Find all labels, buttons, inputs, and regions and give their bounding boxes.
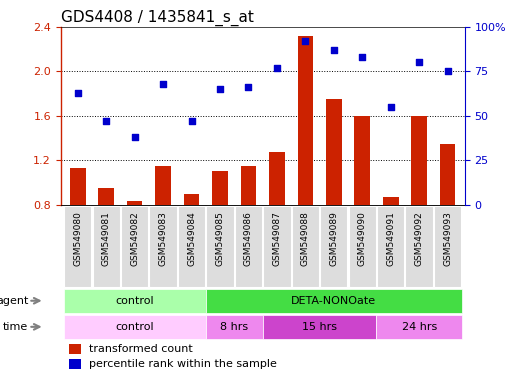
Bar: [440, 144, 455, 205]
Text: GSM549081: GSM549081: [102, 211, 111, 266]
FancyBboxPatch shape: [64, 205, 91, 287]
Text: GSM549085: GSM549085: [215, 211, 224, 266]
Bar: [241, 166, 256, 205]
FancyBboxPatch shape: [149, 205, 177, 287]
FancyBboxPatch shape: [434, 205, 461, 287]
Text: GSM549087: GSM549087: [272, 211, 281, 266]
Text: GSM549088: GSM549088: [301, 211, 310, 266]
Bar: [269, 152, 285, 205]
Bar: [297, 36, 313, 205]
Bar: [212, 171, 228, 205]
Text: GSM549090: GSM549090: [358, 211, 367, 266]
FancyBboxPatch shape: [262, 315, 376, 339]
FancyBboxPatch shape: [263, 205, 290, 287]
FancyBboxPatch shape: [320, 205, 347, 287]
Text: percentile rank within the sample: percentile rank within the sample: [89, 359, 277, 369]
FancyBboxPatch shape: [206, 289, 462, 313]
Point: [130, 134, 139, 140]
Bar: [98, 188, 114, 205]
Text: GDS4408 / 1435841_s_at: GDS4408 / 1435841_s_at: [61, 9, 253, 25]
FancyBboxPatch shape: [348, 205, 376, 287]
Text: 8 hrs: 8 hrs: [220, 322, 248, 332]
Point: [244, 84, 253, 90]
Point: [358, 54, 366, 60]
Text: time: time: [3, 322, 29, 332]
Point: [159, 81, 167, 87]
FancyBboxPatch shape: [92, 205, 120, 287]
Text: GSM549093: GSM549093: [443, 211, 452, 266]
FancyBboxPatch shape: [235, 205, 262, 287]
Bar: [354, 116, 370, 205]
Text: control: control: [115, 322, 154, 332]
Text: GSM549089: GSM549089: [329, 211, 338, 266]
Point: [329, 47, 338, 53]
Point: [301, 38, 309, 44]
Bar: [70, 168, 86, 205]
Text: DETA-NONOate: DETA-NONOate: [291, 296, 376, 306]
Point: [444, 68, 452, 74]
FancyBboxPatch shape: [206, 205, 234, 287]
Point: [386, 104, 395, 110]
Bar: [383, 197, 399, 205]
Text: GSM549083: GSM549083: [158, 211, 167, 266]
Text: GSM549082: GSM549082: [130, 211, 139, 266]
FancyBboxPatch shape: [63, 315, 206, 339]
Point: [216, 86, 224, 92]
Text: 15 hrs: 15 hrs: [302, 322, 337, 332]
Bar: [127, 201, 143, 205]
FancyBboxPatch shape: [291, 205, 319, 287]
FancyBboxPatch shape: [206, 315, 262, 339]
Point: [415, 60, 423, 66]
FancyBboxPatch shape: [376, 315, 462, 339]
Point: [272, 65, 281, 71]
Text: transformed count: transformed count: [89, 344, 193, 354]
FancyBboxPatch shape: [178, 205, 205, 287]
Point: [73, 89, 82, 96]
Point: [102, 118, 110, 124]
Text: GSM549086: GSM549086: [244, 211, 253, 266]
Text: 24 hrs: 24 hrs: [401, 322, 437, 332]
FancyBboxPatch shape: [63, 289, 206, 313]
Text: agent: agent: [0, 296, 29, 306]
Bar: [411, 116, 427, 205]
FancyBboxPatch shape: [377, 205, 404, 287]
Text: GSM549092: GSM549092: [414, 211, 423, 266]
Text: GSM549080: GSM549080: [73, 211, 82, 266]
Text: control: control: [115, 296, 154, 306]
Bar: [184, 194, 200, 205]
FancyBboxPatch shape: [121, 205, 148, 287]
Text: GSM549091: GSM549091: [386, 211, 395, 266]
Bar: [326, 99, 342, 205]
Bar: [69, 344, 81, 354]
Bar: [155, 166, 171, 205]
Text: GSM549084: GSM549084: [187, 211, 196, 266]
FancyBboxPatch shape: [406, 205, 433, 287]
Point: [187, 118, 196, 124]
Bar: [69, 359, 81, 369]
